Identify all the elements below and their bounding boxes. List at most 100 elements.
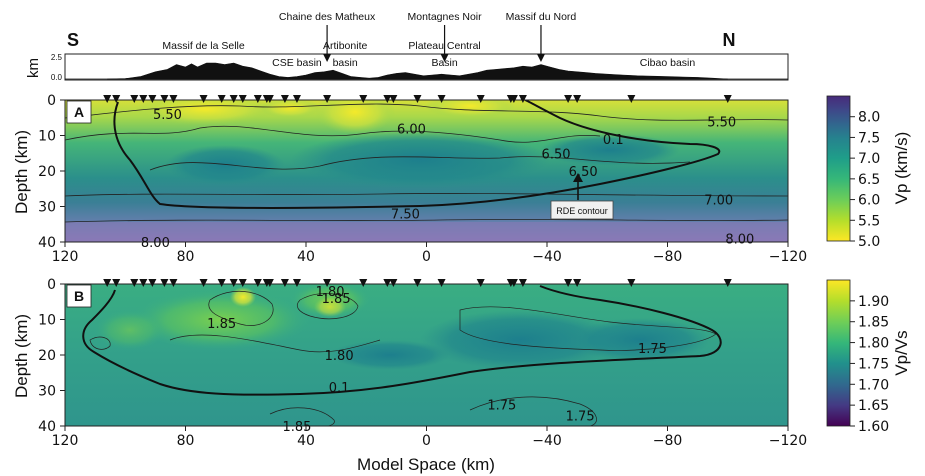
vpvs-contour <box>469 396 597 426</box>
y-tick-label: 20 <box>38 164 56 180</box>
x-tick-label: 80 <box>177 249 195 265</box>
station-marker <box>139 279 148 287</box>
vpvs-blob <box>314 297 346 317</box>
station-marker <box>437 279 446 287</box>
vp-contour-650 <box>149 156 691 171</box>
station-marker <box>359 95 368 103</box>
panel-a-letter-box <box>66 100 92 124</box>
station-marker <box>169 95 178 103</box>
station-marker <box>323 279 332 287</box>
vpvs-contour <box>208 290 274 326</box>
station-marker <box>518 95 527 103</box>
panel-a: 5.506.000.15.506.506.507.007.508.00 8.00 … <box>12 93 807 265</box>
contour-label: 7.50 <box>391 208 420 223</box>
contour-label: 1.75 <box>566 409 595 424</box>
vp-blob <box>425 100 515 118</box>
topo-region-label: Massif de la Selle <box>162 40 244 52</box>
x-tick-label: 0 <box>422 249 431 265</box>
station-marker <box>169 279 178 287</box>
vpvs-blob <box>230 287 256 307</box>
panel-a-axes: 120 80 40 0 −40 −80 −120 0 10 20 30 40 <box>38 93 807 265</box>
colorbar-a-ticks: 8.0 7.5 7.0 6.5 6.0 5.5 5.0 <box>850 110 880 250</box>
colorbar-b-bar <box>826 279 851 427</box>
station-marker <box>323 95 332 103</box>
station-marker <box>130 95 139 103</box>
contour-label: 1.80 <box>325 349 354 364</box>
station-marker <box>509 279 518 287</box>
north-label: N <box>723 30 736 50</box>
station-marker <box>265 279 274 287</box>
vpvs-blob <box>95 310 165 350</box>
contour-label: 5.50 <box>153 108 182 123</box>
x-tick-label: 120 <box>52 249 79 265</box>
x-tick-label: −40 <box>532 433 562 449</box>
vp-blob <box>165 145 285 185</box>
colorbar-tick-label: 5.5 <box>858 213 880 229</box>
contour-label: 6.50 <box>542 147 571 162</box>
colorbar-tick-label: 1.75 <box>858 356 889 372</box>
station-marker <box>253 279 262 287</box>
y-tick-label: 40 <box>38 419 56 435</box>
panel-b-stations <box>103 279 732 287</box>
x-tick-label: 80 <box>177 433 195 449</box>
station-marker <box>573 95 582 103</box>
rde-contour-b <box>82 285 722 396</box>
panel-a-ylabel: Depth (km) <box>12 130 31 214</box>
contour-label: 1.80 <box>316 285 345 300</box>
x-tick-label: −120 <box>769 249 807 265</box>
vp-blob <box>315 100 395 134</box>
topo-callouts: Chaine des Matheux Montagnes Noir Massif d… <box>279 11 576 62</box>
station-marker <box>112 279 121 287</box>
station-marker <box>413 279 422 287</box>
x-tick-label: −80 <box>653 249 683 265</box>
station-marker <box>199 279 208 287</box>
contour-label: 1.75 <box>487 399 516 414</box>
colorbar-b: 1.90 1.85 1.80 1.75 1.70 1.65 1.60 Vp/Vs <box>826 279 911 435</box>
station-marker <box>238 279 247 287</box>
vpvs-blob <box>130 290 310 350</box>
y-tick-label: 10 <box>38 129 56 145</box>
topo-ylabel: km <box>25 58 42 78</box>
colorbar-b-label: Vp/Vs <box>892 330 911 375</box>
vpvs-contour <box>296 293 359 320</box>
topo-region-label: Basin <box>431 57 457 69</box>
station-marker <box>573 279 582 287</box>
colorbar-a-label: Vp (km/s) <box>892 132 911 205</box>
x-tick-label: 120 <box>52 433 79 449</box>
station-marker <box>437 95 446 103</box>
contour-label: 1.75 <box>638 342 667 357</box>
station-marker <box>148 279 157 287</box>
colorbar-tick-label: 1.85 <box>858 315 889 331</box>
topo-region-label: Artibonite <box>323 40 368 52</box>
colorbar-tick-label: 6.5 <box>858 172 880 188</box>
contour-label: 1.85 <box>207 317 236 332</box>
vpvs-contour <box>269 407 335 426</box>
colorbar-tick-label: 8.0 <box>858 110 880 126</box>
x-tick-label: −80 <box>653 433 683 449</box>
panel-b-ylabel: Depth (km) <box>12 314 31 398</box>
topo-callout-arrowhead <box>323 54 332 62</box>
y-tick-label: 0 <box>47 277 56 293</box>
colorbar-tick-label: 1.70 <box>858 377 889 393</box>
topo-profile <box>107 62 728 80</box>
panel-b: 1.801.851.851.800.11.751.751.751.85 B De… <box>12 277 807 474</box>
station-marker <box>103 279 112 287</box>
panel-b-letter-box <box>66 284 92 308</box>
contour-label: 0.1 <box>329 381 350 396</box>
panel-b-xlabel: Model Space (km) <box>357 455 495 474</box>
station-marker <box>383 95 392 103</box>
station-marker <box>160 279 169 287</box>
station-marker <box>229 95 238 103</box>
topo-callout-label: Chaine des Matheux <box>279 11 376 23</box>
contour-label: 7.00 <box>704 193 733 208</box>
y-tick-label: 10 <box>38 313 56 329</box>
panel-b-axes: 120 80 40 0 −40 −80 −120 0 10 20 30 40 <box>38 277 807 449</box>
vp-contour-750 <box>65 219 788 223</box>
topo-callout-label: Montagnes Noir <box>408 11 483 23</box>
y-tick-label: 20 <box>38 348 56 364</box>
y-tick-label: 40 <box>38 235 56 251</box>
rde-callout-text: RDE contour <box>556 206 608 216</box>
station-marker <box>229 279 238 287</box>
station-marker <box>627 95 636 103</box>
topo-region-label: Cibao basin <box>640 57 696 69</box>
